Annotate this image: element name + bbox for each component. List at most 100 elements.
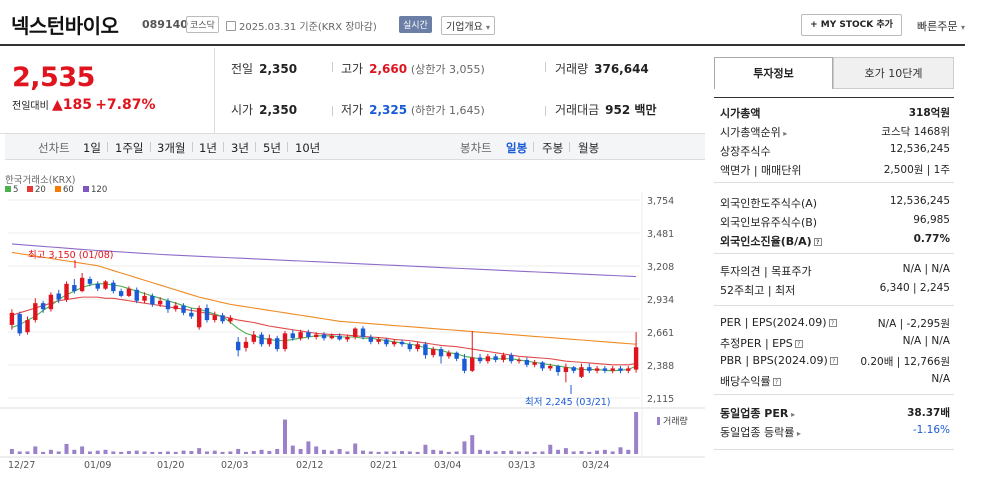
period-1y[interactable]: 1년: [199, 141, 217, 155]
info-label: 투자의견 | 목표주가: [720, 265, 812, 278]
info-label: 외국인보유주식수(B): [720, 216, 818, 229]
candle-body: [384, 339, 389, 345]
info-label: 외국인소진율(B/A)?: [720, 233, 822, 249]
info-row: 동일업종 등락률 ▸ -1.16%: [720, 422, 950, 440]
quick-order-button[interactable]: 빠른주문 ▾: [917, 18, 965, 34]
volume-bar: [478, 449, 483, 454]
volume-bar: [376, 451, 381, 454]
corp-info-button[interactable]: 기업개요 ▾: [441, 16, 496, 35]
volume-bar: [103, 449, 108, 454]
info-row: PER | EPS(2024.09)? N/A | -2,295원: [720, 314, 950, 332]
stat-sub: (하한가 1,645): [410, 104, 485, 117]
low-annotation: 최저 2,245 (03/21): [525, 397, 611, 408]
info-value: 2,500원 | 1주: [883, 164, 950, 176]
my-stock-add-button[interactable]: + MY STOCK 추가: [801, 14, 902, 36]
volume-bar: [587, 451, 592, 454]
x-tick-label: 01/20: [157, 460, 184, 471]
volume-bar: [392, 451, 397, 454]
period-1w[interactable]: 1주일: [115, 141, 144, 155]
info-row: 52주최고 | 최저 6,340 | 2,245: [720, 280, 950, 298]
info-value: N/A | N/A: [902, 263, 950, 275]
stat-value: 376,644: [594, 62, 649, 76]
stat-label: 전일: [231, 62, 254, 76]
volume-bar: [470, 435, 475, 454]
candle-body: [594, 368, 600, 371]
volume-bar: [111, 451, 116, 454]
chevron-right-icon[interactable]: ▸: [794, 429, 801, 438]
candle-body: [470, 357, 475, 371]
candle-body: [321, 334, 327, 339]
market-badge: 코스닥: [186, 16, 219, 33]
period-3m[interactable]: 3개월: [157, 141, 186, 155]
candle-body: [563, 367, 569, 373]
candle-monthly[interactable]: 월봉: [578, 141, 600, 155]
info-label: 액면가 | 매매단위: [720, 164, 802, 177]
x-tick-label: 12/27: [8, 460, 35, 471]
chevron-right-icon[interactable]: ▸: [780, 129, 788, 138]
volume-bar: [236, 448, 241, 454]
info-row: 시가총액 318억원: [720, 103, 950, 121]
legend-label: 5: [13, 185, 18, 195]
tab-orderbook[interactable]: 호가 10단계: [833, 57, 954, 89]
tab-invest-info[interactable]: 투자정보: [714, 57, 833, 89]
volume-bar: [446, 451, 451, 454]
help-icon[interactable]: ?: [813, 238, 822, 246]
candle-body: [493, 356, 498, 360]
period-5y[interactable]: 5년: [263, 141, 281, 155]
info-label: 상장주식수: [720, 145, 771, 158]
quick-order-label: 빠른주문: [917, 20, 958, 33]
candle-daily[interactable]: 일봉: [506, 141, 528, 155]
candle-body: [212, 315, 217, 321]
candle-body: [360, 328, 366, 337]
volume-bar: [150, 451, 155, 454]
stat-open: 시가 2,350: [231, 101, 297, 118]
candle-body: [9, 312, 15, 325]
volume-bar: [48, 449, 53, 454]
candle-body: [17, 314, 22, 334]
volume-bar: [345, 451, 350, 454]
candles: [9, 272, 639, 383]
info-value: 12,536,245: [889, 195, 950, 207]
help-icon[interactable]: ?: [828, 319, 837, 327]
help-icon[interactable]: ?: [772, 378, 781, 386]
info-row: 추정PER | EPS? N/A | N/A: [720, 333, 950, 351]
candle-body: [446, 352, 452, 357]
candle-body: [25, 320, 30, 333]
right-panel: 투자정보 호가 10단계 시가총액 318억원 시가총액순위 ▸ 코스닥 1468위 상…: [714, 57, 954, 450]
volume-bar: [189, 451, 194, 454]
help-icon[interactable]: ?: [829, 357, 838, 365]
info-value: 코스닥 1468위: [881, 126, 950, 138]
candle-body: [181, 305, 186, 313]
volume-bar: [41, 451, 46, 454]
volume-bar: [165, 451, 170, 454]
chevron-right-icon[interactable]: ▸: [788, 410, 796, 419]
info-label: PBR | BPS(2024.09)?: [720, 354, 838, 367]
volume-bar: [634, 412, 639, 454]
info-tabs: 투자정보 호가 10단계: [714, 57, 954, 89]
info-value: 0.20배 | 12,766원: [860, 356, 950, 368]
candle-body: [438, 349, 444, 357]
volume-bar: [64, 443, 69, 454]
help-icon[interactable]: ?: [794, 340, 803, 348]
period-3y[interactable]: 3년: [231, 141, 249, 155]
price-change: 전일대비 ▲185 +7.87%: [12, 97, 156, 113]
candle-body: [407, 344, 413, 350]
candle-body: [33, 303, 38, 321]
info-row: 투자의견 | 목표주가 N/A | N/A: [720, 261, 950, 279]
realtime-button[interactable]: 실시간: [399, 16, 432, 33]
chart-grid: [0, 192, 705, 458]
candle-body: [72, 285, 77, 292]
info-value: 6,340 | 2,245: [879, 282, 950, 294]
volume-bar: [204, 451, 209, 454]
info-label: 외국인한도주식수(A): [720, 197, 818, 210]
period-10y[interactable]: 10년: [295, 141, 321, 155]
candle-weekly[interactable]: 주봉: [542, 141, 564, 155]
candle-body: [274, 338, 280, 350]
divider: [332, 106, 333, 116]
volume-bar: [306, 441, 311, 454]
period-1d[interactable]: 1일: [83, 141, 101, 155]
info-row: 외국인한도주식수(A) 12,536,245: [720, 193, 950, 211]
volume-bar: [485, 450, 490, 454]
price-chart[interactable]: 한국거래소(KRX) 5 20 60 120 거래량 최고 3,150 (01/08)…: [0, 172, 705, 488]
